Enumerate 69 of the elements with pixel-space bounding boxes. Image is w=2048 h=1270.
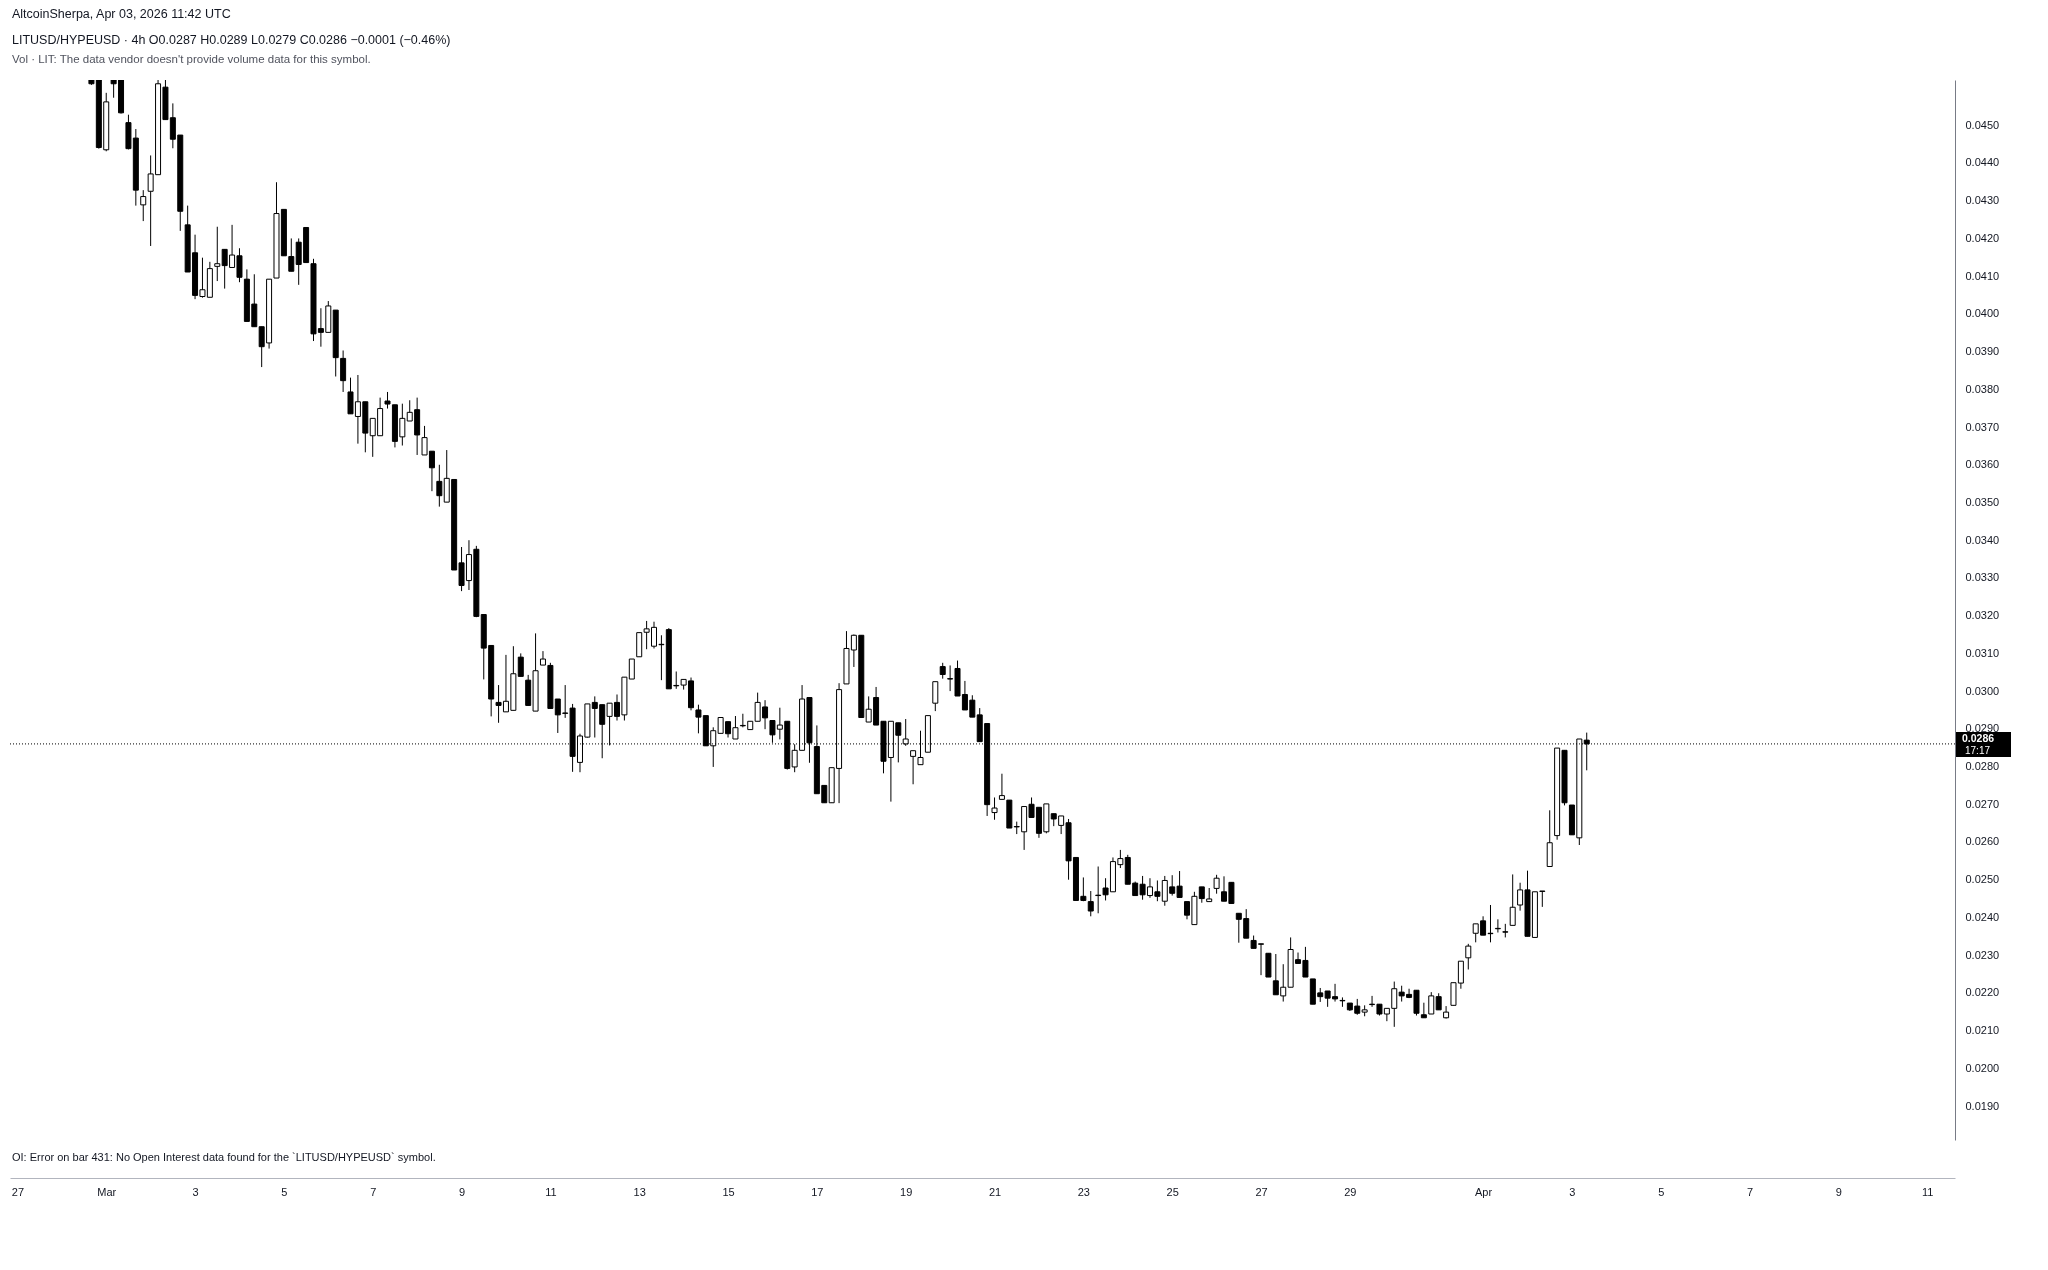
candlestick xyxy=(1265,952,1272,978)
y-tick-label: 0.0330 xyxy=(1965,571,2000,584)
y-tick-label: 0.0340 xyxy=(1965,533,2000,546)
candlestick xyxy=(910,750,917,785)
y-tick-label: 0.0430 xyxy=(1965,194,2000,207)
y-tick-label: 0.0200 xyxy=(1965,1061,2000,1074)
candlestick xyxy=(1443,1005,1450,1020)
candlestick xyxy=(214,226,221,282)
x-tick-label: Apr xyxy=(1475,1185,1493,1198)
y-tick-label: 0.0310 xyxy=(1965,646,2000,659)
y-tick-label: 0.0280 xyxy=(1965,760,2000,773)
x-tick-label: 3 xyxy=(192,1185,199,1198)
candlestick xyxy=(140,189,147,222)
x-tick-label: 9 xyxy=(458,1185,466,1198)
x-tick-label: Mar xyxy=(97,1185,117,1198)
x-tick-label: 7 xyxy=(370,1185,377,1198)
y-tick-label: 0.0360 xyxy=(1965,458,2000,471)
x-tick-label: 7 xyxy=(1747,1185,1754,1198)
x-tick-label: 27 xyxy=(11,1185,25,1198)
y-tick-label: 0.0420 xyxy=(1965,231,2000,244)
y-tick-label: 0.0390 xyxy=(1965,345,2000,358)
x-tick-label: 9 xyxy=(1835,1185,1842,1198)
y-tick-label: 0.0220 xyxy=(1965,986,2000,999)
candlestick xyxy=(932,681,939,712)
candlestick xyxy=(1087,890,1094,917)
y-tick-label: 0.0350 xyxy=(1965,495,2000,508)
candlestick xyxy=(1339,996,1346,1008)
x-tick-label: 3 xyxy=(1569,1185,1576,1198)
candlestick xyxy=(288,237,295,272)
x-tick-label: 17 xyxy=(811,1185,824,1198)
y-tick-label: 0.0300 xyxy=(1965,684,2000,697)
x-tick-label: 11 xyxy=(1922,1185,1934,1198)
candlestick xyxy=(436,464,443,508)
x-tick-label: 15 xyxy=(722,1185,735,1198)
x-tick-label: 23 xyxy=(1077,1185,1090,1198)
candlestick xyxy=(1546,809,1553,868)
candlestick xyxy=(1213,874,1220,895)
candlestick xyxy=(1509,873,1516,926)
y-tick-label: 0.0400 xyxy=(1965,307,2000,320)
text: 17:17 xyxy=(1965,744,1991,756)
x-tick-label: 27 xyxy=(1255,1185,1268,1198)
x-tick-label: 21 xyxy=(988,1185,1002,1198)
y-tick-label: 0.0240 xyxy=(1965,910,2000,923)
candlestick xyxy=(1465,943,1472,970)
x-tick-label: 25 xyxy=(1166,1185,1179,1198)
chart-title: LITUSD/HYPEUSD · 4h O0.0287 H0.0289 L0.0279 C0.0286 −0.0001 (−0.46%) xyxy=(12,33,451,47)
y-tick-label: 0.0410 xyxy=(1965,269,2000,282)
y-tick-label: 0.0210 xyxy=(1965,1024,2000,1037)
text: OI: Error on bar 431: No Open Interest data found for the `LITUSD/HYPEUSD` symbol. xyxy=(12,1151,436,1163)
candlestick xyxy=(991,796,998,821)
y-tick-label: 0.0380 xyxy=(1965,382,2000,395)
y-tick-label: 0.0260 xyxy=(1965,835,2000,848)
candlestick xyxy=(340,349,347,393)
chart-subtitle: Vol · LIT: The data vendor doesn't provide volume data for this symbol. xyxy=(12,53,371,65)
y-tick-label: 0.0230 xyxy=(1965,948,2000,961)
y-tick-label: 0.0250 xyxy=(1965,873,2000,886)
y-tick-label: 0.0190 xyxy=(1965,1099,2000,1112)
x-tick-label: 19 xyxy=(900,1185,913,1198)
x-tick-label: 11 xyxy=(545,1185,557,1198)
text: AltcoinSherpa, Apr 03, 2026 11:42 UTC xyxy=(12,7,231,21)
y-tick-label: 0.0450 xyxy=(1965,118,2000,131)
y-tick-label: 0.0320 xyxy=(1965,609,2000,622)
x-tick-label: 29 xyxy=(1344,1185,1357,1198)
y-tick-label: 0.0440 xyxy=(1965,156,2000,169)
x-tick-label: 13 xyxy=(633,1185,646,1198)
y-tick-label: 0.0370 xyxy=(1965,420,2000,433)
x-tick-label: 5 xyxy=(1658,1185,1665,1198)
y-tick-label: 0.0270 xyxy=(1965,797,2000,810)
x-tick-label: 5 xyxy=(281,1185,288,1198)
